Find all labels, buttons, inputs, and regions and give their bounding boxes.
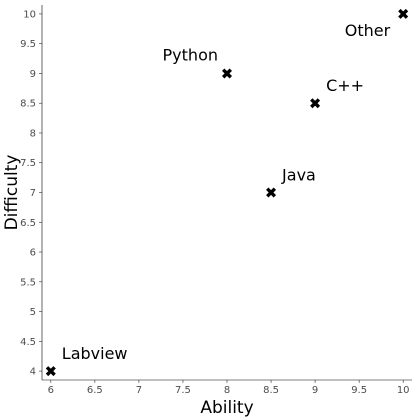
data-point [398,8,409,19]
point-label: C++ [326,76,364,95]
y-tick-label: 6 [30,248,36,259]
y-tick-label: 4 [30,367,36,378]
point-marker-stroke [398,8,409,19]
data-point [266,187,277,198]
y-tick-label: 7 [30,188,36,199]
x-tick-label: 6.5 [87,385,103,396]
y-tick-label: 4.5 [20,337,36,348]
point-marker-stroke [221,68,233,79]
y-tick-label: 6.5 [20,218,36,229]
y-tick-label: 8.5 [20,99,36,110]
x-tick-label: 8 [224,385,230,396]
x-axis-title: Ability [200,398,253,418]
x-tick-label: 6 [48,385,54,396]
point-marker-stroke [45,366,56,377]
x-tick-label: 9.5 [351,385,367,396]
data-point [221,68,233,79]
y-tick-label: 5 [30,307,36,318]
x-tick-label: 9 [312,385,318,396]
point-label: Java [281,166,316,185]
x-tick-label: 8.5 [263,385,279,396]
y-axis-title: Difficulty [2,155,22,231]
data-points [45,8,409,377]
point-labels: Labview Java Python C++ Other [62,21,391,363]
point-label: Python [163,45,218,64]
x-tick-label: 7.5 [175,385,191,396]
x-tick-label: 10 [397,385,410,396]
y-axis-ticks: 4 4.5 5 5.5 6 6.5 7 7.5 8 8.5 9 9.5 10 [20,9,42,378]
data-point [45,366,56,377]
y-tick-label: 5.5 [20,277,36,288]
y-tick-label: 9 [30,69,36,80]
point-label: Other [345,21,391,40]
y-tick-label: 8 [30,128,36,139]
y-tick-label: 9.5 [20,39,36,50]
y-tick-label: 10 [23,9,36,20]
x-axis-ticks: 6 6.5 7 7.5 8 8.5 9 9.5 10 [48,380,410,396]
data-point [310,98,321,109]
point-marker-stroke [266,187,277,198]
x-tick-label: 7 [136,385,142,396]
y-tick-label: 7.5 [20,158,36,169]
point-marker-stroke [310,98,321,109]
point-label: Labview [62,344,128,363]
